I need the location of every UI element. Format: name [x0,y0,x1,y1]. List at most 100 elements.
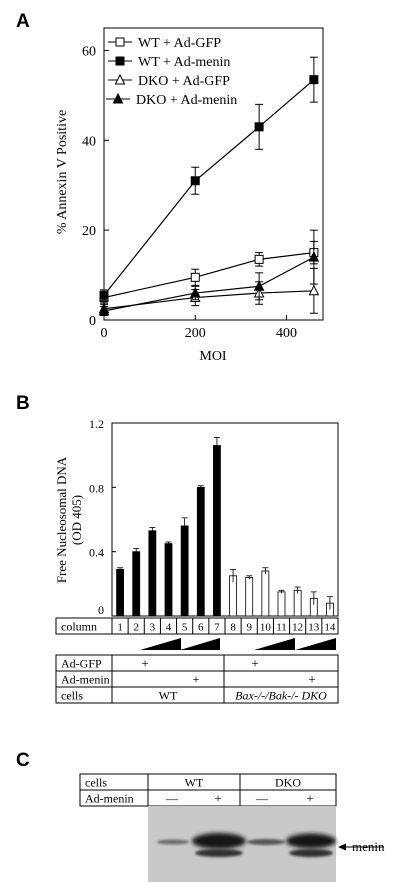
data-point [190,176,200,186]
dose-wedge-wt-gfp [140,638,181,650]
blot-cells-label: cells [85,776,107,790]
dose-wedge-dko-menin [295,638,336,650]
legend-entry: WT + Ad-menin [138,55,230,70]
column-number: 5 [182,622,188,634]
cells-row-label: cells [61,689,83,703]
column-number: 7 [214,622,220,634]
data-point [308,250,320,262]
column-number: 14 [324,622,336,634]
plot-a-y-axis-label: % Annexin V Positive [55,110,70,234]
legend-entry: DKO + Ad-GFP [138,74,230,89]
y-tick-label: 0.8 [89,481,104,495]
blot-wt-plus: + [214,791,221,806]
dko-gfp-plus: + [251,656,258,671]
y-tick-label: 60 [82,44,96,59]
bar [293,589,302,617]
band-lane-3 [247,839,285,845]
plot-a-x-axis-label: MOI [199,349,227,364]
column-number: 1 [117,622,123,634]
plot-a-frame [103,27,324,321]
data-point [254,254,264,264]
y-tick-label: 40 [82,134,96,149]
column-number: 10 [260,622,272,634]
menin-arrow-head [338,843,346,851]
western-blot-panel: cells Ad-menin WT DKO — + — + menin [79,773,385,882]
dko-cells-label: Bax-/-/Bak-/- DKO [235,689,327,703]
dose-wedge-wt-menin [180,638,220,650]
column-number: 4 [166,622,172,634]
blot-dko-minus: — [255,792,269,806]
blot-dko-label: DKO [275,776,301,790]
band-lane-4 [286,833,336,849]
bar [116,568,124,617]
data-point [253,280,265,291]
legend-marker [112,92,124,104]
legend-marker [115,37,125,47]
treatment-table: Ad-GFP Ad-menin cells + + + + WT Bax-/-/… [55,654,339,704]
column-number: 8 [230,622,236,634]
plot-b-y-axis-label-line2: (OD 405) [69,495,84,545]
bar [261,570,270,617]
column-number: 2 [133,622,139,634]
column-number: 9 [246,622,252,634]
column-number-row: column 1 2 3 4 5 6 7 8 9 10 11 12 13 14 [55,617,339,635]
series-line [103,256,315,312]
wt-cells-label: WT [159,689,178,703]
bar [132,551,141,617]
series-line [103,290,314,310]
dko-menin-plus: + [308,672,315,687]
panel-b-bar-chart: 0 0.4 0.8 1.2 Free Nucleosomal DNA (OD 405) [54,417,339,617]
data-point [99,290,109,300]
data-point [254,122,264,132]
band-lane-1 [157,839,189,845]
plot-a-legend: WT + Ad-GFP WT + Ad-menin DKO + Ad-GFP DKO … [106,36,237,108]
bar [277,591,286,617]
bar [164,543,173,617]
panel-a-label: A [16,11,30,32]
wt-menin-plus: + [192,672,199,687]
band-lane-2 [192,833,246,849]
y-tick-label: 0 [89,314,96,329]
blot-dko-plus: + [306,791,313,806]
legend-entry: WT + Ad-GFP [138,36,221,51]
x-tick-label: 400 [276,326,297,341]
series-line [103,79,315,296]
adgfp-row-label: Ad-GFP [61,657,102,671]
panel-c-label: C [16,750,30,771]
y-tick-label: 0 [98,603,104,617]
bar [196,486,205,617]
series-4 [98,229,320,317]
column-number: 11 [276,622,287,634]
admenin-row-label: Ad-menin [61,673,110,687]
data-point [308,284,320,296]
bar [245,577,254,617]
dose-wedge-dko-gfp [254,638,295,650]
series-line [103,252,314,299]
column-row-label: column [61,620,97,634]
blot-wt-label: WT [185,776,204,790]
blot-bands [157,833,336,857]
column-number: 12 [292,622,303,634]
y-tick-label: 0.4 [89,546,104,560]
x-tick-label: 200 [185,326,206,341]
bar [148,530,157,617]
legend-marker [114,73,126,85]
data-point [189,286,201,298]
bar [213,445,221,617]
column-number: 6 [198,622,204,634]
plot-b-frame [111,422,339,617]
data-point [309,75,319,85]
x-tick-label: 0 [101,326,108,341]
panel-a-line-chart: 0 200 400 0 20 40 60 WT + Ad-GFP WT + Ad-menin D… [55,27,324,364]
column-number: 3 [150,622,156,634]
blot-wt-minus: — [165,792,179,806]
wt-gfp-plus: + [141,656,148,671]
panel-b-label: B [16,393,30,414]
y-tick-label: 20 [82,224,96,239]
plot-b-y-axis-label-line1: Free Nucleosomal DNA [54,456,69,583]
dose-wedges [140,638,336,650]
data-point [98,304,110,316]
data-point [190,272,200,282]
menin-band-label: menin [352,839,385,854]
